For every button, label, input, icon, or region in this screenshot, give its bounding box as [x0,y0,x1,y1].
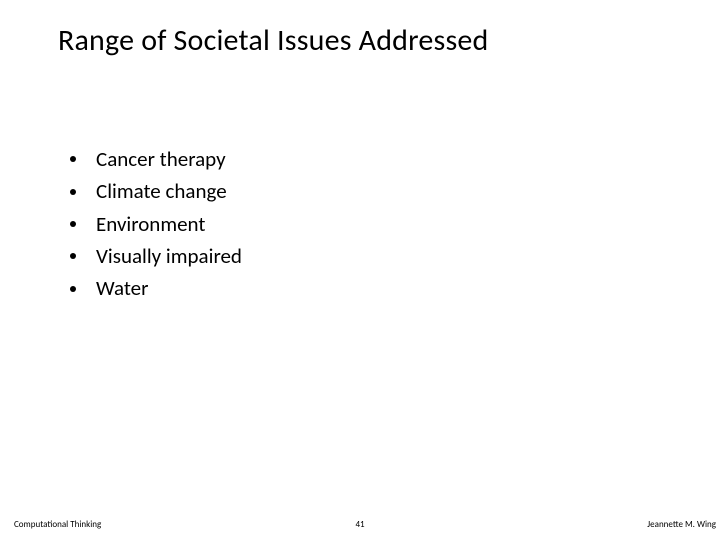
slide: Range of Societal Issues Addressed Cance… [0,0,720,540]
slide-title: Range of Societal Issues Addressed [58,22,488,59]
footer-right: Jeannette M. Wing [647,519,716,530]
list-item: Visually impaired [70,242,242,270]
list-item: Cancer therapy [70,145,242,173]
bullet-icon [70,189,76,195]
list-item-label: Environment [96,210,205,238]
bullet-list: Cancer therapy Climate change Environmen… [70,145,242,307]
list-item-label: Visually impaired [96,242,242,270]
list-item-label: Climate change [96,177,227,205]
footer-left: Computational Thinking [14,519,101,530]
list-item-label: Water [96,274,148,302]
footer-page-number: 41 [355,519,364,530]
bullet-icon [70,221,76,227]
bullet-icon [70,286,76,292]
list-item: Climate change [70,177,242,205]
bullet-icon [70,253,76,259]
list-item-label: Cancer therapy [96,145,226,173]
bullet-icon [70,156,76,162]
list-item: Environment [70,210,242,238]
list-item: Water [70,274,242,302]
